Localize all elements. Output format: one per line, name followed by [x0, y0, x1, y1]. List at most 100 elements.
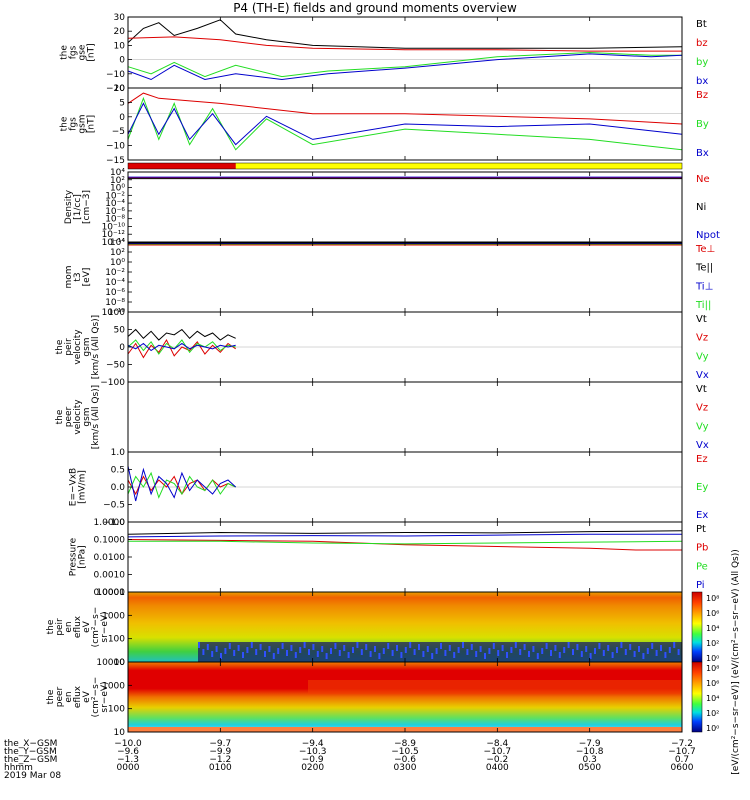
spectrogram-noise — [624, 649, 627, 655]
legend-label: Ez — [696, 454, 708, 465]
ephemeris-value: −8.9 — [394, 739, 416, 749]
axis-label: fgs — [69, 117, 79, 131]
panel-peir_eflux: 10000 1000 100 10 the peir en eflux eV (cm²−s− sr−… — [46, 588, 683, 668]
page-title: P4 (TH-E) fields and ground moments over… — [233, 1, 517, 15]
axis-label: mom — [64, 265, 74, 288]
spectrogram-noise — [215, 646, 218, 652]
y-tick-label: 10⁻¹⁴ — [102, 238, 126, 248]
legend-label: By — [696, 119, 709, 130]
axis-label: [nT] — [87, 115, 97, 133]
spectrogram-noise — [264, 651, 266, 657]
spectrogram-noise — [457, 647, 460, 653]
legend-label: Vy — [696, 421, 709, 432]
series-line-bx — [127, 53, 683, 81]
spectrogram-noise — [440, 643, 442, 649]
axis-label: sr−eV) — [100, 681, 110, 712]
y-tick-label: 10⁻⁶ — [105, 207, 125, 217]
spectrogram-noise — [404, 647, 407, 653]
colorbar-tick-label: 10⁴ — [706, 694, 719, 703]
spectrogram-noise — [242, 652, 244, 658]
spectrogram-noise — [466, 649, 469, 655]
spectrogram-noise — [259, 644, 262, 650]
colorbar-tick-label: 10² — [706, 709, 719, 718]
y-tick-label: 5 — [119, 98, 125, 108]
spectrogram-noise — [536, 653, 539, 659]
status-bar-red — [128, 163, 236, 169]
spectrogram-noise — [598, 643, 601, 649]
axis-label: the — [60, 45, 70, 60]
axis-label: the — [46, 689, 56, 704]
spectrogram-noise — [198, 642, 200, 648]
panel-density: 10⁴10²10⁰10⁻²10⁻⁴10⁻⁶10⁻⁸10⁻¹⁰10⁻¹²10⁻¹⁴… — [64, 168, 720, 248]
spectrogram-noise — [382, 648, 385, 654]
spectrogram-noise — [422, 651, 425, 657]
spectrogram-noise — [347, 652, 350, 658]
panel-fgs_gse: 30 20 10 0 −10 −20 the fgs gse [nT] Bt bz by bx — [60, 13, 709, 94]
spectrogram-noise — [206, 644, 209, 650]
axis-label: [mV/m] — [78, 470, 88, 504]
panel-peer_eflux: 10000 1000 100 10 the peer en eflux eV (cm²−s− sr−… — [46, 658, 683, 738]
y-tick-label: 30 — [114, 13, 126, 23]
spectrogram-noise — [594, 648, 596, 654]
series-line-Bz — [127, 92, 683, 125]
spectrogram-noise — [655, 650, 658, 656]
ephemeris-value: 0000 — [117, 763, 140, 773]
spectrogram-noise — [400, 652, 403, 658]
axis-label: [km/s (All Qs)] — [91, 385, 101, 449]
spectrogram-noise — [638, 646, 640, 652]
spectrogram-noise — [321, 646, 324, 652]
colorbar-tick-label: 10⁶ — [706, 609, 719, 618]
y-tick-label: 0.0100 — [94, 553, 126, 563]
axis-label: the — [55, 409, 65, 424]
y-tick-label: 10⁻⁴ — [105, 199, 125, 209]
colorbar-tick-label: 10⁸ — [706, 594, 719, 603]
spectrogram-noise — [409, 642, 412, 648]
series-line-Pi — [127, 533, 682, 538]
series-line-Pb — [127, 539, 682, 551]
spectrogram-noise — [220, 653, 222, 659]
ridge-shade — [308, 680, 682, 694]
series-line-Pe — [128, 540, 683, 545]
axis-label: eV — [82, 690, 92, 703]
y-tick-label: 10⁻¹⁰ — [102, 222, 126, 232]
legend-label: Ti|| — [695, 300, 711, 311]
axis-label: (cm²−s− — [91, 607, 101, 648]
axis-label: en — [64, 621, 74, 632]
spectrogram-noise — [233, 650, 236, 656]
axis-label: [nPa] — [78, 545, 88, 568]
series-line-By — [127, 96, 683, 151]
y-tick-label: 0.0010 — [94, 571, 126, 581]
axis-label: gsm — [78, 114, 88, 133]
axis-label: peir — [55, 618, 65, 636]
ephemeris-value: −0.2 — [486, 755, 508, 765]
legend-label: Pb — [696, 543, 708, 554]
spectrogram-noise — [268, 646, 271, 652]
panel-peer_velocity: the peer velocity gsm [km/s (All Qs)] Vt Vz Vy V… — [55, 381, 709, 453]
spectrogram-noise — [365, 644, 368, 650]
spectrogram-noise — [668, 647, 671, 653]
y-tick-label: 100 — [108, 705, 125, 715]
spectrogram-noise — [360, 649, 363, 655]
spectrogram-noise — [250, 642, 253, 648]
ephemeris-value: −10.7 — [668, 747, 696, 757]
colorbar — [691, 661, 703, 733]
spectrogram-noise — [510, 647, 513, 653]
y-tick-label: −20 — [106, 84, 125, 94]
spectrogram-noise — [413, 649, 416, 655]
ephemeris-value: −8.4 — [486, 739, 508, 749]
series-line-Vy — [127, 339, 236, 355]
y-tick-label: −100 — [100, 378, 125, 388]
legend-label: Vx — [696, 370, 709, 381]
axis-label: [km/s (All Qs)] — [91, 315, 101, 379]
panel-peir_velocity: 100 50 0 −50 −100 the peir velocity gsm [km/s (Al… — [55, 308, 709, 388]
y-tick-label: 10 — [114, 41, 126, 51]
y-tick-label: 10⁻¹⁰ — [102, 308, 126, 318]
ephemeris-value: −7.2 — [671, 739, 693, 749]
spectrogram-noise — [224, 648, 227, 654]
low-energy-band — [198, 642, 682, 662]
axis-label: (cm²−s− — [91, 677, 101, 718]
legend-label: Bx — [696, 148, 709, 159]
ephemeris-value: 0.7 — [675, 755, 689, 765]
y-tick-label: 10 — [114, 728, 126, 738]
spectrogram-noise — [255, 649, 258, 655]
